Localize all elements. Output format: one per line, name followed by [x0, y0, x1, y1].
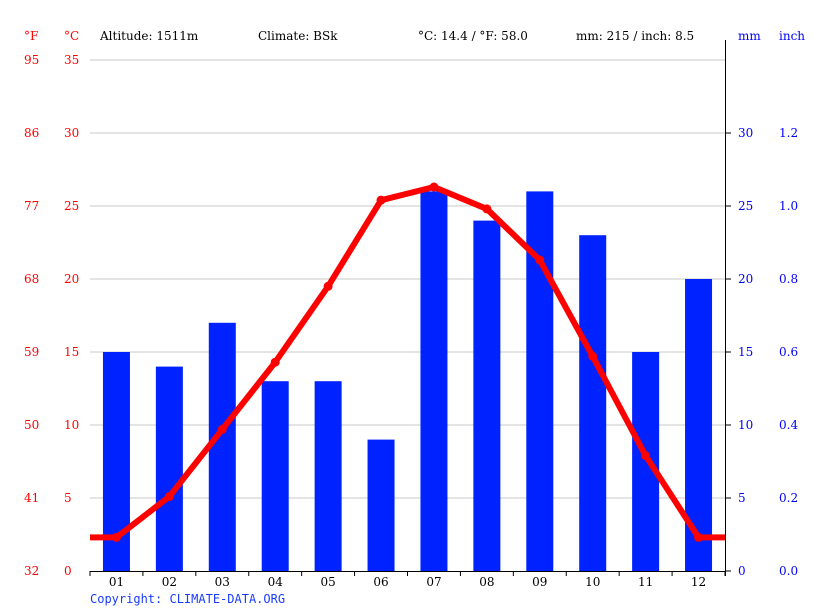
month-label: 10: [585, 575, 600, 589]
tick-label-c: 25: [64, 199, 79, 213]
month-label: 07: [426, 575, 441, 589]
temperature-point: [270, 357, 280, 367]
avg-temp-label: °C: 14.4 / °F: 58.0: [418, 29, 528, 43]
temperature-point: [111, 532, 121, 542]
tick-label-f: 50: [24, 418, 39, 432]
precipitation-bar: [579, 235, 607, 571]
unit-inch-label: inch: [779, 29, 805, 43]
precipitation-bar: [632, 352, 660, 571]
temperature-point: [217, 424, 227, 434]
unit-celsius-label: °C: [64, 29, 79, 43]
tick-label-c: 10: [64, 418, 79, 432]
temperature-point: [482, 204, 492, 214]
tick-label-inch: 0.8: [779, 272, 798, 286]
temperature-point: [376, 195, 386, 205]
tick-label-inch: 1.2: [779, 126, 798, 140]
tick-label-f: 77: [24, 199, 39, 213]
tick-label-inch: 0.4: [779, 418, 798, 432]
precipitation-bar: [155, 366, 183, 571]
tick-label-c: 0: [64, 564, 72, 578]
grid-lines: [90, 59, 725, 499]
tick-label-mm: 20: [738, 272, 753, 286]
altitude-label: Altitude: 1511m: [99, 29, 199, 43]
temperature-point: [641, 451, 651, 461]
precipitation-bar: [208, 322, 236, 571]
month-label: 12: [691, 575, 706, 589]
tick-label-c: 5: [64, 491, 72, 505]
month-label: 02: [162, 575, 177, 589]
tick-label-f: 59: [24, 345, 39, 359]
tick-label-c: 15: [64, 345, 79, 359]
left-axis: 32 0 41 5 50 10 59 15 68 20 77 25 86 30 95 35: [24, 53, 79, 578]
copyright-link[interactable]: Copyright: CLIMATE-DATA.ORG: [90, 592, 285, 606]
temperature-polyline: [90, 184, 725, 541]
temperature-point: [323, 281, 333, 291]
unit-fahrenheit-label: °F: [24, 29, 38, 43]
temperature-point: [164, 492, 174, 502]
month-label: 05: [320, 575, 335, 589]
temperature-point: [429, 182, 439, 192]
tick-label-mm: 10: [738, 418, 753, 432]
month-label: 04: [268, 575, 284, 589]
precipitation-bar: [473, 220, 501, 571]
month-label: 09: [532, 575, 547, 589]
month-label: 06: [373, 575, 388, 589]
temperature-point: [535, 255, 545, 265]
right-axis: 0 0.0 5 0.2 10 0.4 15 0.6 20 0.8 25 1.0 30 1.2: [725, 40, 798, 578]
tick-label-mm: 30: [738, 126, 753, 140]
precipitation-bar: [367, 439, 395, 571]
tick-label-f: 32: [24, 564, 39, 578]
climate-label: Climate: BSk: [258, 29, 338, 43]
temperature-point: [588, 351, 598, 361]
month-label: 01: [109, 575, 124, 589]
precipitation-bar: [314, 381, 342, 571]
tick-label-mm: 15: [738, 345, 753, 359]
tick-label-f: 68: [24, 272, 39, 286]
tick-label-inch: 1.0: [779, 199, 798, 213]
month-label: 11: [638, 575, 653, 589]
tick-label-c: 35: [64, 53, 79, 67]
tick-label-f: 95: [24, 53, 39, 67]
tick-label-inch: 0.2: [779, 491, 798, 505]
tick-label-inch: 0.0: [779, 564, 798, 578]
tick-label-mm: 0: [738, 564, 746, 578]
tick-label-mm: 5: [738, 491, 746, 505]
month-label: 03: [215, 575, 230, 589]
tick-label-c: 20: [64, 272, 79, 286]
month-label: 08: [479, 575, 494, 589]
tick-label-mm: 25: [738, 199, 753, 213]
precip-total-label: mm: 215 / inch: 8.5: [576, 29, 694, 43]
precipitation-bars: [102, 191, 713, 571]
precipitation-bar: [261, 381, 289, 571]
tick-label-f: 41: [24, 491, 39, 505]
unit-mm-label: mm: [738, 29, 761, 43]
tick-label-inch: 0.6: [779, 345, 798, 359]
tick-label-c: 30: [64, 126, 79, 140]
precipitation-bar: [420, 191, 448, 571]
x-axis: 01 02 03 04 05 06 07 08 09 10 11 12: [89, 571, 726, 589]
temperature-line: [90, 182, 725, 542]
temperature-point: [694, 532, 704, 542]
tick-label-f: 86: [24, 126, 39, 140]
